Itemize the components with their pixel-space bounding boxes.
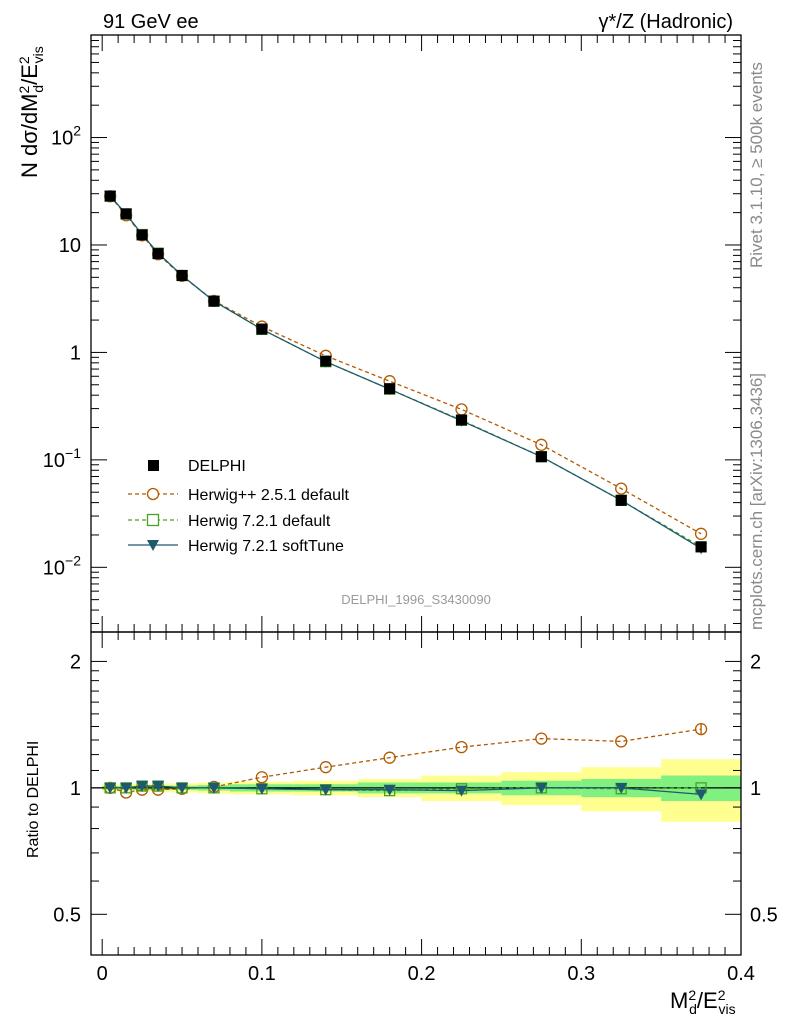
ratio-point-soft [120,782,133,794]
ratio-ytick-label-right: 1 [750,778,761,800]
main-point-data [104,190,116,202]
legend-marker-data [148,460,159,471]
ratio-point-soft [695,789,708,801]
main-point-data [120,208,132,220]
ratio-point-soft [136,781,149,793]
main-ytick-label: 10−1 [43,445,81,472]
ratio-ytick-label: 1 [70,778,81,800]
legend-label-soft: Herwig 7.2.1 softTune [188,538,344,555]
header-left: 91 GeV ee [103,11,199,33]
ratio-point-soft [152,781,165,793]
ratio-point-soft [104,782,117,794]
ratio-plot-area: 0 0.1 0.2 0.3 0.4 0.5 0.5 1 1 2 2 [53,631,778,985]
side-text-bottom: mcplots.cern.ch [arXiv:1306.3436] [747,372,766,630]
main-point-data [535,451,547,463]
ratio-point-soft [455,785,468,797]
main-point-hpp [694,527,708,540]
ratio-point-soft [535,782,548,794]
ratio-ytick-label-right: 2 [750,651,761,673]
main-point-hpp [615,482,628,495]
main-point-data [176,269,188,281]
main-point-data [256,323,268,335]
main-point-data [152,248,164,260]
ratio-frame [90,631,742,956]
ratio-point-soft [319,784,332,796]
main-series-line-hpp [109,195,702,535]
ratio-point-hpp [383,751,396,764]
xtick-label: 0.3 [567,963,595,985]
ratio-point-soft [383,784,396,796]
ratio-point-hpp [694,722,708,736]
ratio-ytick-label-right: 0.5 [750,904,778,926]
main-point-hpp [535,438,548,451]
ratio-point-soft [255,783,268,795]
ratio-point-hpp [455,741,468,754]
ratio-ytick-label: 0.5 [53,904,81,926]
legend-label-data: DELPHI [188,458,246,475]
main-point-data [695,541,707,553]
main-plot-area: 10−2 10−1 1 10 102 [43,34,742,955]
ratio-ytick-label: 2 [70,651,81,673]
xtick-label: 0.1 [248,963,276,985]
ratio-ylabel: Ratio to DELPHI [25,741,42,858]
main-ytick-label: 1 [70,342,81,364]
ratio-xlabel: M2 d/E2 vis [670,987,736,1017]
legend-label-hpp: Herwig++ 2.5.1 default [188,487,350,504]
legend-marker-hpp [146,487,160,501]
main-point-data [384,383,396,395]
main-point-data [208,295,220,307]
main-point-data [136,229,148,241]
ratio-point-soft [176,782,189,794]
side-text-top: Rivet 3.1.10, ≥ 500k events [747,62,766,268]
main-point-data [615,494,627,506]
ratio-point-hpp [255,771,269,784]
main-point-data [456,414,468,426]
xtick-label: 0 [97,963,108,985]
main-ytick-label: 10−2 [43,552,81,579]
svg-text:M2d/E2vis: M2 d/E2 vis [670,987,736,1017]
header-right: γ*/Z (Hadronic) [599,11,733,33]
legend-label-h721: Herwig 7.2.1 default [188,513,331,530]
main-ylabel: N dσ/dM2d/E2vis [16,46,46,178]
legend-marker-soft [147,540,159,551]
ratio-point-hpp [319,761,332,774]
ratio-point-soft [615,782,628,794]
main-ytick-label: 102 [51,123,81,150]
watermark: DELPHI_1996_S3430090 [341,592,491,607]
legend-marker-h721 [146,513,160,527]
ratio-point-soft [207,782,220,794]
ratio-series-line-hpp [109,728,702,794]
main-point-data [320,355,332,367]
ratio-point-hpp [615,735,628,748]
xtick-label: 0.2 [408,963,436,985]
svg-text:N dσ/dM2d/E2vis: N dσ/dM2d/E2vis [16,46,46,178]
ratio-point-hpp [535,732,548,745]
main-ytick-label: 10 [59,235,81,257]
legend: DELPHI Herwig++ 2.5.1 default Herwig 7.2… [128,458,350,555]
xtick-label: 0.4 [727,963,755,985]
main-point-hpp [455,403,468,416]
